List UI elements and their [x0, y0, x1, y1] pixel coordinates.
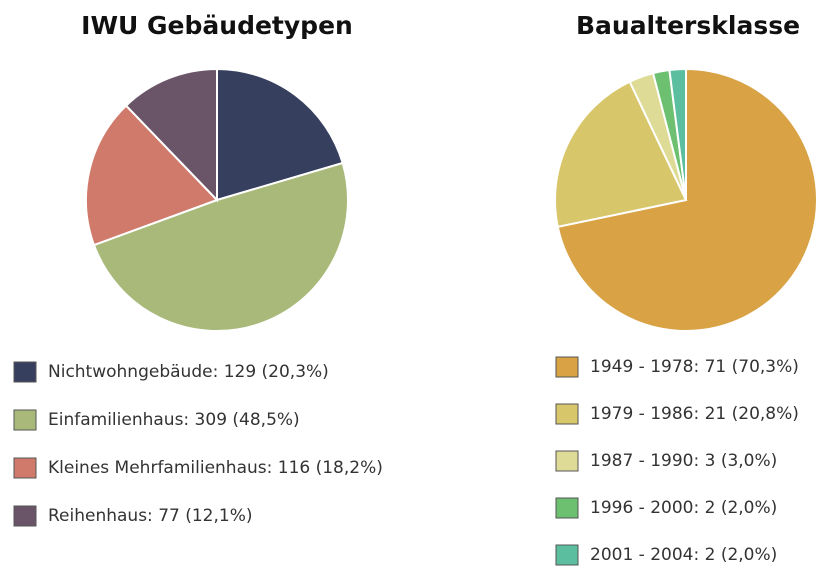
legend-label: 1949 - 1978: 71 (70,3%): [590, 357, 799, 377]
legend-swatch: [555, 356, 579, 378]
legend-swatch: [13, 361, 37, 383]
pie-slice: [554, 80, 688, 229]
legend-label: Nichtwohngebäude: 129 (20,3%): [48, 362, 329, 382]
pie-slice: [216, 67, 344, 202]
legend-label: Einfamilienhaus: 309 (48,5%): [48, 410, 300, 430]
legend-swatch: [555, 403, 579, 425]
legend-swatch: [13, 457, 37, 479]
legend-label: 1979 - 1986: 21 (20,8%): [590, 404, 799, 424]
pie-slice: [124, 67, 218, 203]
legend-swatch: [13, 505, 37, 527]
legend-label: Reihenhaus: 77 (12,1%): [48, 506, 253, 526]
legend-label: 1996 - 2000: 2 (2,0%): [590, 498, 777, 518]
pie-slice: [85, 104, 219, 247]
chart-title: Baualtersklasse: [576, 11, 800, 40]
pie-slice: [556, 67, 818, 332]
pie-slice: [92, 161, 349, 332]
pie-slice: [668, 67, 687, 201]
legend-label: 2001 - 2004: 2 (2,0%): [590, 545, 777, 565]
legend-swatch: [555, 450, 579, 472]
legend-swatch: [555, 544, 579, 566]
chart-title: IWU Gebäudetypen: [81, 11, 353, 40]
legend-label: Kleines Mehrfamilienhaus: 116 (18,2%): [48, 458, 383, 478]
legend-swatch: [555, 497, 579, 519]
legend-swatch: [13, 409, 37, 431]
legend-label: 1987 - 1990: 3 (3,0%): [590, 451, 777, 471]
